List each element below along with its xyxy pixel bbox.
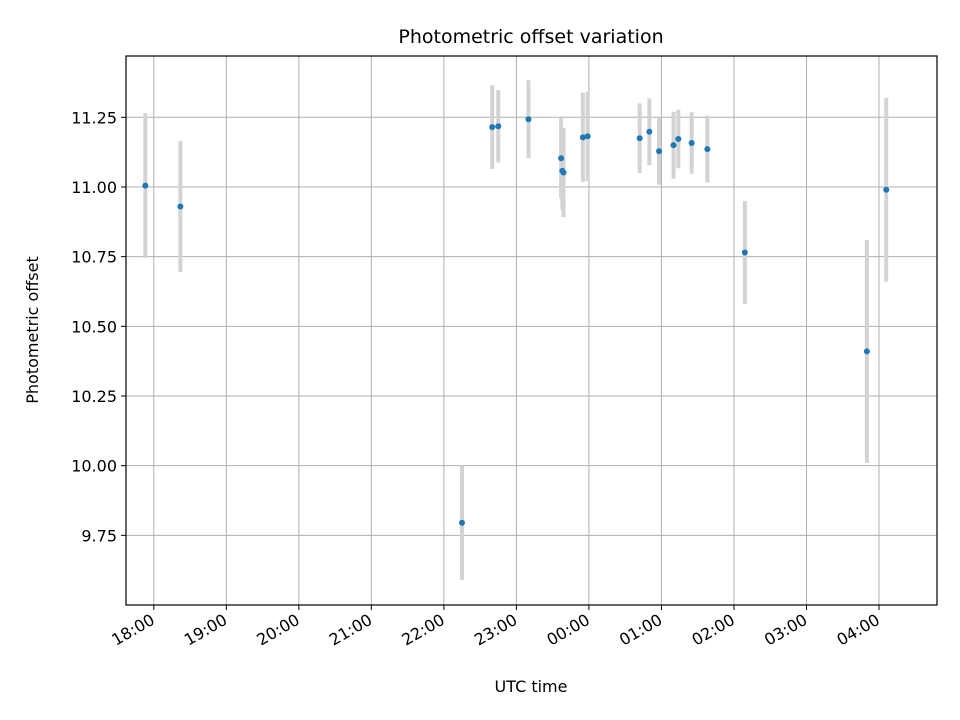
data-point (688, 139, 695, 146)
plot-frame (125, 55, 938, 606)
y-tick-label: 11.25 (71, 108, 117, 127)
y-axis-label: Photometric offset (23, 256, 42, 404)
data-points (142, 116, 890, 526)
y-tick-label: 10.00 (71, 457, 117, 476)
y-axis-ticks: 9.75 10.00 10.25 10.50 10.75 11.00 11.25 (71, 108, 126, 545)
data-point (489, 124, 496, 131)
data-point (459, 519, 466, 526)
y-tick-label: 10.25 (71, 387, 117, 406)
x-tick-label: 02:00 (689, 610, 738, 650)
x-tick-label: 20:00 (253, 610, 302, 650)
data-point (656, 148, 663, 155)
x-tick-label: 19:00 (181, 610, 230, 650)
data-point (558, 155, 565, 162)
x-tick-label: 03:00 (761, 610, 810, 650)
y-tick-label: 10.75 (71, 248, 117, 267)
data-point (560, 169, 567, 176)
y-tick-label: 10.50 (71, 317, 117, 336)
data-point (636, 135, 643, 142)
data-point (525, 116, 532, 123)
x-tick-label: 00:00 (543, 610, 592, 650)
data-point (584, 133, 591, 140)
data-point (704, 146, 711, 153)
grid (126, 56, 937, 605)
data-point (646, 128, 653, 135)
x-tick-label: 01:00 (616, 610, 665, 650)
x-tick-label: 04:00 (834, 610, 883, 650)
data-point (741, 249, 748, 256)
x-tick-label: 23:00 (471, 610, 520, 650)
x-tick-label: 21:00 (326, 610, 375, 650)
error-bars (143, 80, 889, 580)
data-point (670, 142, 677, 149)
x-axis-ticks: 18:00 19:00 20:00 21:00 22:00 23:00 00:00 01:00… (108, 605, 883, 650)
y-tick-label: 9.75 (81, 526, 117, 545)
data-point (579, 134, 586, 141)
data-point (863, 348, 870, 355)
data-point (675, 136, 682, 143)
chart-title: Photometric offset variation (398, 26, 663, 48)
x-tick-label: 18:00 (108, 610, 157, 650)
data-point (142, 182, 149, 189)
data-point (883, 186, 890, 193)
data-point (495, 123, 502, 130)
y-tick-label: 11.00 (71, 178, 117, 197)
data-point (177, 203, 184, 210)
x-tick-label: 22:00 (398, 610, 447, 650)
x-axis-label: UTC time (495, 677, 568, 696)
